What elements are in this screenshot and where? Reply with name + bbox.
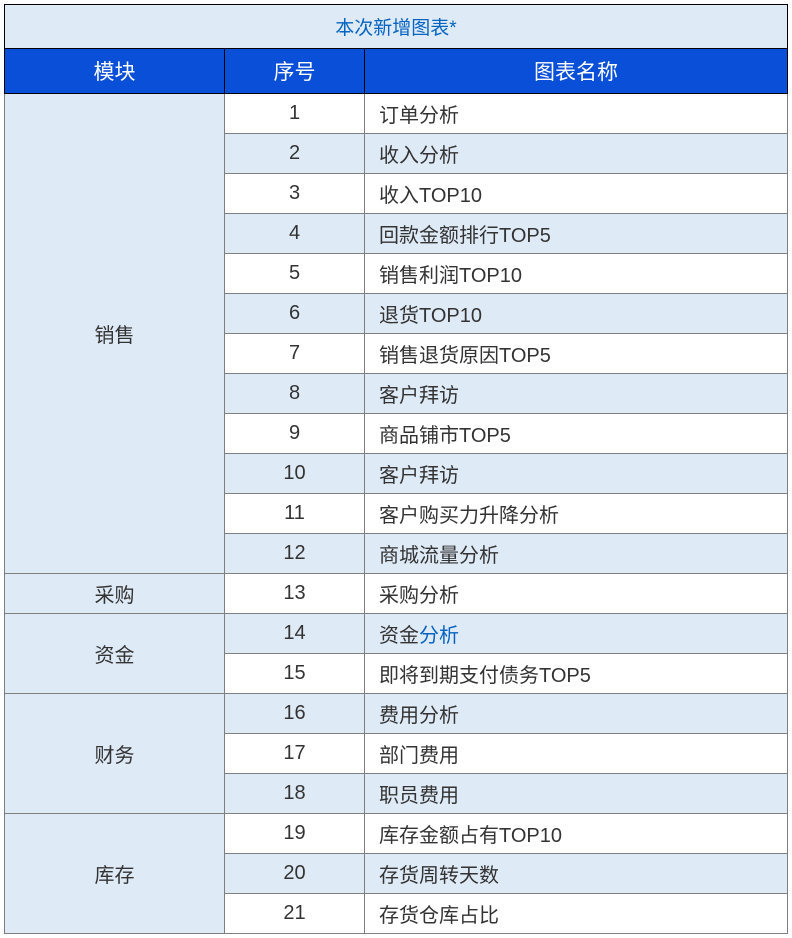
name-text-blue: 分析 bbox=[419, 625, 459, 647]
name-cell: 存货仓库占比 bbox=[365, 894, 788, 934]
name-cell: 销售利润TOP10 bbox=[365, 254, 788, 294]
name-cell: 客户购买力升降分析 bbox=[365, 494, 788, 534]
index-cell: 18 bbox=[225, 774, 365, 814]
index-cell: 10 bbox=[225, 454, 365, 494]
index-cell: 12 bbox=[225, 534, 365, 574]
table-title: 本次新增图表* bbox=[5, 5, 788, 49]
index-cell: 16 bbox=[225, 694, 365, 734]
table-body: 销售1订单分析2收入分析3收入TOP104回款金额排行TOP55销售利润TOP1… bbox=[5, 94, 788, 934]
name-cell: 退货TOP10 bbox=[365, 294, 788, 334]
index-cell: 11 bbox=[225, 494, 365, 534]
name-cell: 订单分析 bbox=[365, 94, 788, 134]
module-cell: 资金 bbox=[5, 614, 225, 694]
index-cell: 15 bbox=[225, 654, 365, 694]
index-cell: 20 bbox=[225, 854, 365, 894]
index-cell: 13 bbox=[225, 574, 365, 614]
name-cell: 存货周转天数 bbox=[365, 854, 788, 894]
index-cell: 21 bbox=[225, 894, 365, 934]
table-row: 财务16费用分析 bbox=[5, 694, 788, 734]
table-row: 销售1订单分析 bbox=[5, 94, 788, 134]
name-cell: 资金分析 bbox=[365, 614, 788, 654]
table-row: 资金 14资金分析 bbox=[5, 614, 788, 654]
module-cell: 库存 bbox=[5, 814, 225, 934]
index-cell: 8 bbox=[225, 374, 365, 414]
title-row: 本次新增图表* bbox=[5, 5, 788, 49]
name-cell: 客户拜访 bbox=[365, 374, 788, 414]
table-container: 本次新增图表* 模块 序号 图表名称 销售1订单分析2收入分析3收入TOP104… bbox=[4, 4, 788, 934]
name-cell: 职员费用 bbox=[365, 774, 788, 814]
index-cell: 7 bbox=[225, 334, 365, 374]
index-cell: 5 bbox=[225, 254, 365, 294]
index-cell: 9 bbox=[225, 414, 365, 454]
index-cell: 14 bbox=[225, 614, 365, 654]
name-cell: 收入TOP10 bbox=[365, 174, 788, 214]
module-cell: 财务 bbox=[5, 694, 225, 814]
index-cell: 6 bbox=[225, 294, 365, 334]
index-cell: 1 bbox=[225, 94, 365, 134]
module-cell: 销售 bbox=[5, 94, 225, 574]
index-cell: 17 bbox=[225, 734, 365, 774]
name-text-black: 资金 bbox=[379, 625, 419, 647]
index-cell: 3 bbox=[225, 174, 365, 214]
name-cell: 采购分析 bbox=[365, 574, 788, 614]
chart-list-table: 本次新增图表* 模块 序号 图表名称 销售1订单分析2收入分析3收入TOP104… bbox=[4, 4, 788, 934]
index-cell: 2 bbox=[225, 134, 365, 174]
name-cell: 库存金额占有TOP10 bbox=[365, 814, 788, 854]
name-cell: 商城流量分析 bbox=[365, 534, 788, 574]
name-cell: 收入分析 bbox=[365, 134, 788, 174]
name-cell: 商品铺市TOP5 bbox=[365, 414, 788, 454]
name-cell: 回款金额排行TOP5 bbox=[365, 214, 788, 254]
header-module: 模块 bbox=[5, 49, 225, 94]
index-cell: 19 bbox=[225, 814, 365, 854]
name-cell: 即将到期支付债务TOP5 bbox=[365, 654, 788, 694]
module-cell: 采购 bbox=[5, 574, 225, 614]
name-cell: 部门费用 bbox=[365, 734, 788, 774]
header-index: 序号 bbox=[225, 49, 365, 94]
header-row: 模块 序号 图表名称 bbox=[5, 49, 788, 94]
name-cell: 费用分析 bbox=[365, 694, 788, 734]
table-row: 库存19库存金额占有TOP10 bbox=[5, 814, 788, 854]
table-row: 采购13采购分析 bbox=[5, 574, 788, 614]
index-cell: 4 bbox=[225, 214, 365, 254]
name-cell: 客户拜访 bbox=[365, 454, 788, 494]
header-name: 图表名称 bbox=[365, 49, 788, 94]
name-cell: 销售退货原因TOP5 bbox=[365, 334, 788, 374]
